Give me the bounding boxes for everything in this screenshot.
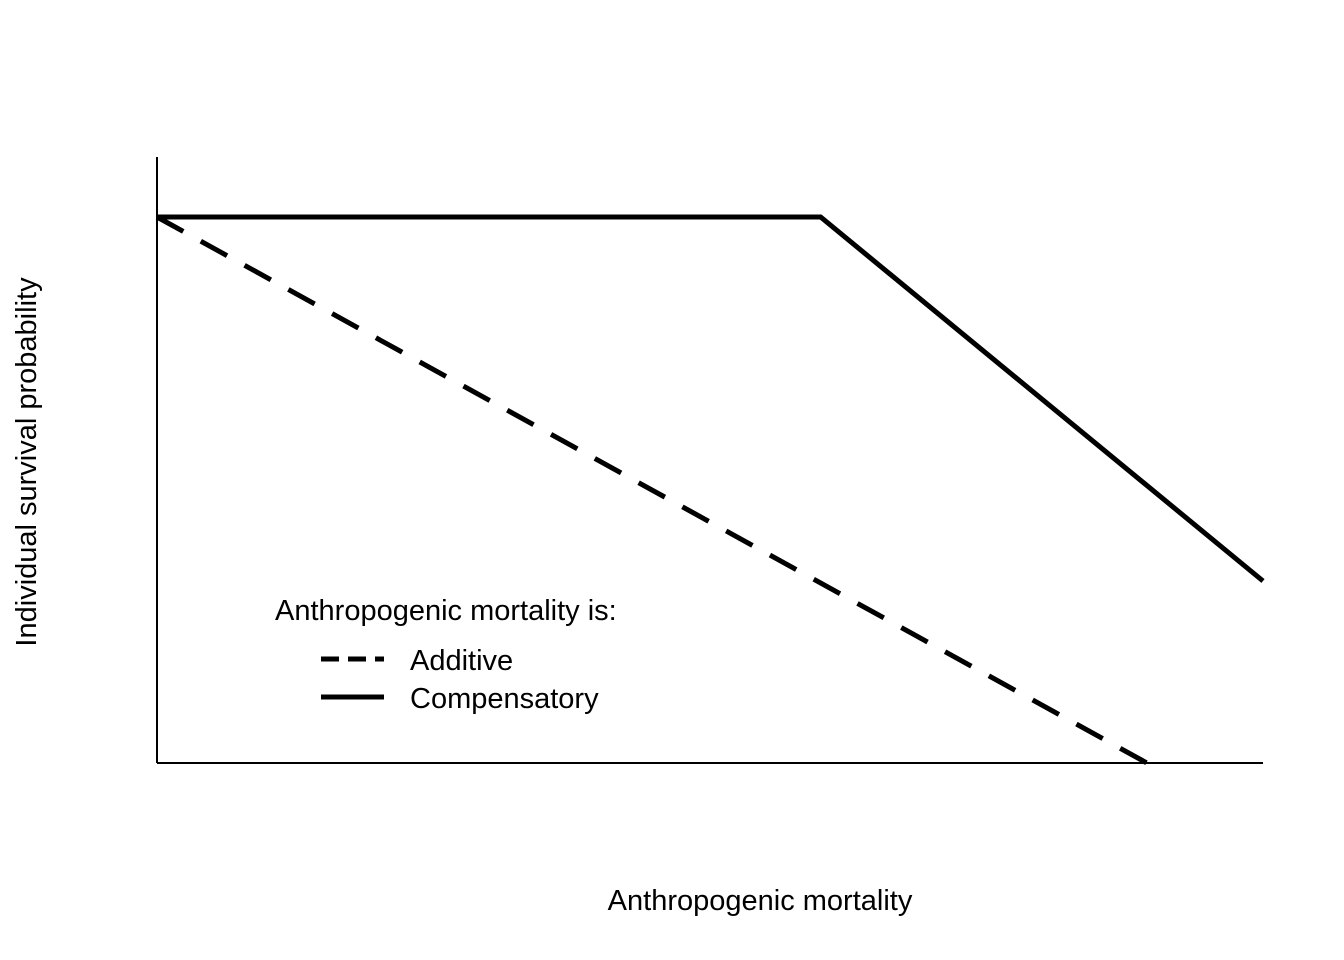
legend-label-additive: Additive [410,645,513,677]
plot-area [155,157,1265,766]
series-layer [155,214,1265,766]
legend: Anthropogenic mortality is: Additive Com… [275,595,617,715]
legend-title: Anthropogenic mortality is: [275,595,617,627]
y-axis-label: Individual survival probability [11,277,43,647]
series-line-additive [155,214,1149,766]
x-axis-label: Anthropogenic mortality [608,885,913,917]
series-line-compensatory [157,214,1265,583]
legend-label-compensatory: Compensatory [410,683,599,715]
